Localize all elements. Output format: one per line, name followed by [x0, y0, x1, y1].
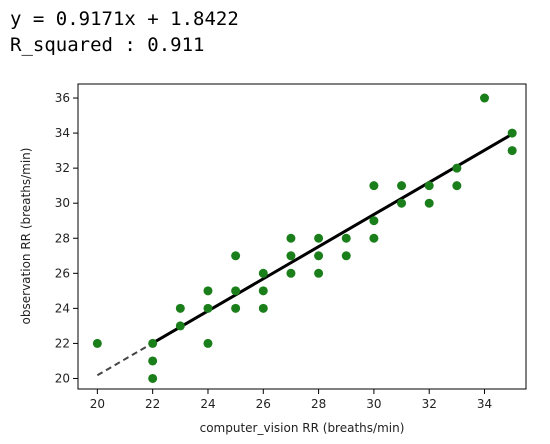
x-tick-label: 32 — [422, 397, 437, 411]
data-point — [369, 216, 379, 226]
data-point — [231, 303, 241, 313]
data-point — [148, 373, 158, 383]
y-tick-label: 32 — [55, 161, 70, 175]
data-point — [452, 181, 462, 191]
regression-line-group — [96, 132, 513, 377]
regression-equation: y = 0.9171x + 1.8422 — [10, 8, 239, 30]
x-tick-label: 24 — [200, 397, 215, 411]
data-point — [507, 128, 517, 138]
data-point — [175, 321, 185, 331]
y-tick-label: 22 — [55, 336, 70, 350]
y-tick-label: 24 — [55, 301, 70, 315]
y-tick-label: 28 — [55, 231, 70, 245]
y-tick-label: 36 — [55, 91, 70, 105]
regression-line — [151, 132, 513, 345]
y-tick-label: 20 — [55, 371, 70, 385]
data-point — [397, 181, 407, 191]
data-point — [286, 251, 296, 261]
data-point — [231, 251, 241, 261]
data-point — [507, 146, 517, 156]
data-points — [92, 93, 517, 383]
data-point — [424, 198, 434, 208]
data-point — [452, 163, 462, 173]
data-point — [175, 303, 185, 313]
data-point — [203, 303, 213, 313]
data-point — [258, 268, 268, 278]
regression-line-extrapolated — [96, 342, 154, 377]
data-point — [231, 286, 241, 296]
data-point — [341, 233, 351, 243]
x-tick-label: 26 — [256, 397, 271, 411]
x-axis-ticks: 20 22 24 26 28 30 32 34 — [90, 389, 492, 411]
data-point — [341, 251, 351, 261]
data-point — [314, 268, 324, 278]
data-point — [203, 286, 213, 296]
data-point — [286, 268, 296, 278]
y-tick-label: 34 — [55, 126, 70, 140]
data-point — [258, 303, 268, 313]
data-point — [369, 233, 379, 243]
x-tick-label: 34 — [477, 397, 492, 411]
data-point — [258, 286, 268, 296]
data-point — [148, 338, 158, 348]
x-tick-label: 20 — [90, 397, 105, 411]
data-point — [314, 251, 324, 261]
y-axis-label: observation RR (breaths/min) — [19, 148, 33, 325]
x-tick-label: 22 — [145, 397, 160, 411]
data-point — [424, 181, 434, 191]
data-point — [92, 338, 102, 348]
x-tick-label: 28 — [311, 397, 326, 411]
data-point — [480, 93, 490, 103]
y-tick-label: 26 — [55, 266, 70, 280]
data-point — [286, 233, 296, 243]
data-point — [148, 356, 158, 366]
data-point — [369, 181, 379, 191]
data-point — [203, 338, 213, 348]
y-axis-ticks: 20 22 24 26 28 30 32 34 36 — [55, 91, 78, 385]
plot-frame — [77, 83, 527, 390]
x-axis-label: computer_vision RR (breaths/min) — [200, 421, 405, 435]
y-tick-label: 30 — [55, 196, 70, 210]
x-tick-label: 30 — [366, 397, 381, 411]
r-squared-value: R_squared : 0.911 — [10, 34, 205, 56]
data-point — [314, 233, 324, 243]
data-point — [397, 198, 407, 208]
